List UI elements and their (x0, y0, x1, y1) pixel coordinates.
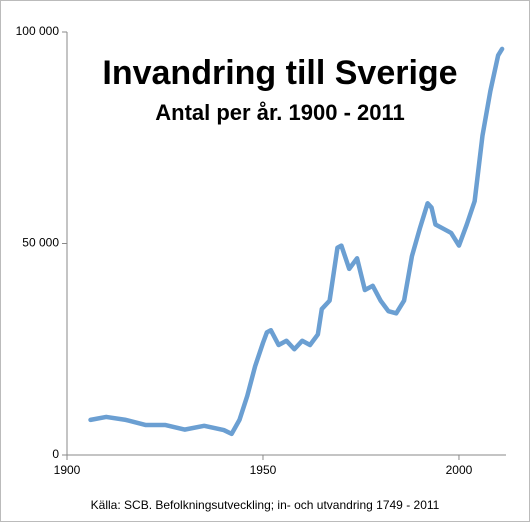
y-tick-label: 0 (52, 447, 59, 461)
source: Källa: SCB. Befolkningsutveckling; in- o… (91, 498, 440, 512)
chart-title: Invandring till Sverige (102, 54, 457, 92)
x-tick-label: 1900 (54, 463, 81, 477)
data-line (88, 46, 505, 437)
x-tick-label: 2000 (446, 463, 473, 477)
chart-subtitle: Antal per år. 1900 - 2011 (155, 100, 405, 125)
x-tick-label: 1950 (250, 463, 277, 477)
y-tick-label: 50 000 (22, 236, 59, 250)
y-tick-label: 100 000 (16, 24, 60, 38)
